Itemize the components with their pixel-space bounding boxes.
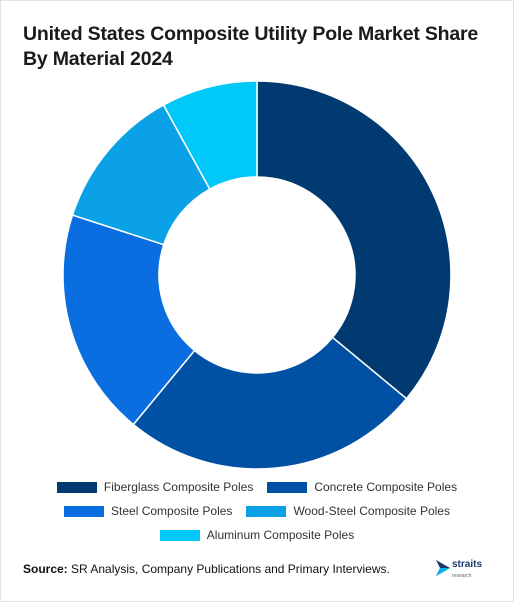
straits-research-logo: straits research <box>436 558 496 580</box>
legend-label: Aluminum Composite Poles <box>206 528 355 542</box>
legend-swatch <box>159 529 200 541</box>
legend: Fiberglass Composite Poles Concrete Comp… <box>0 475 514 547</box>
legend-row-1: Fiberglass Composite Poles Concrete Comp… <box>0 475 514 499</box>
source-note: Source: SR Analysis, Company Publication… <box>23 562 390 576</box>
legend-item-concrete: Concrete Composite Poles <box>267 480 457 494</box>
legend-item-wood-steel: Wood-Steel Composite Poles <box>246 504 450 518</box>
legend-row-2: Steel Composite Poles Wood-Steel Composi… <box>0 499 514 523</box>
legend-row-3: Aluminum Composite Poles <box>0 523 514 547</box>
legend-swatch <box>267 481 308 493</box>
logo-subtext: research <box>452 573 472 579</box>
legend-swatch <box>56 481 97 493</box>
donut-slice-concrete-composite-poles <box>132 336 408 470</box>
source-label: Source: <box>23 562 68 576</box>
source-text: SR Analysis, Company Publications and Pr… <box>67 562 390 576</box>
donut-slice-steel-composite-poles <box>62 214 196 426</box>
legend-swatch <box>246 505 287 517</box>
legend-item-fiberglass: Fiberglass Composite Poles <box>56 480 254 494</box>
donut-slice-aluminum-composite-poles <box>162 80 258 191</box>
legend-item-steel: Steel Composite Poles <box>64 504 232 518</box>
donut-slice-fiberglass-composite-poles <box>256 80 452 400</box>
legend-swatch <box>64 505 105 517</box>
logo-word: straits <box>452 559 483 570</box>
logo-arrow-icon <box>436 560 450 576</box>
legend-item-aluminum: Aluminum Composite Poles <box>159 528 355 542</box>
legend-label: Steel Composite Poles <box>111 504 233 518</box>
legend-label: Fiberglass Composite Poles <box>103 480 254 494</box>
chart-title: United States Composite Utility Pole Mar… <box>23 23 479 70</box>
legend-label: Wood-Steel Composite Poles <box>293 504 450 518</box>
donut-slices <box>62 80 452 470</box>
legend-label: Concrete Composite Poles <box>314 480 458 494</box>
